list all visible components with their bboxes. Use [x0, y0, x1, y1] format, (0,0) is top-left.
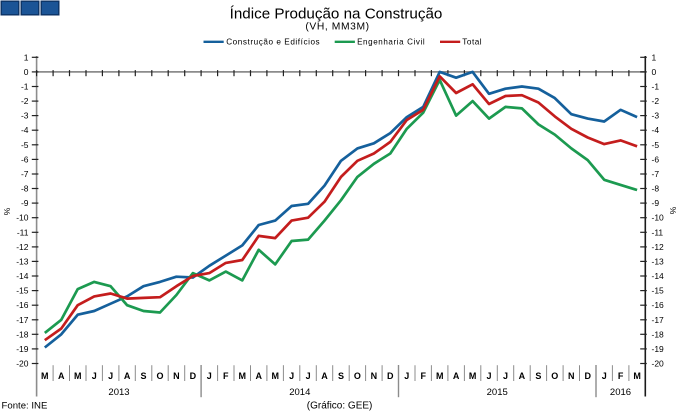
svg-text:-16: -16	[16, 300, 29, 310]
svg-text:-4: -4	[21, 125, 29, 135]
svg-text:J: J	[404, 371, 409, 381]
svg-text:O: O	[156, 371, 163, 381]
svg-text:Índice Produção na Construção: Índice Produção na Construção	[230, 6, 443, 23]
svg-text:A: A	[321, 371, 328, 381]
svg-text:%: %	[2, 207, 12, 215]
svg-text:M: M	[74, 371, 82, 381]
svg-text:J: J	[503, 371, 508, 381]
svg-text:-9: -9	[652, 198, 660, 208]
svg-text:J: J	[306, 371, 311, 381]
svg-text:F: F	[223, 371, 229, 381]
svg-text:-11: -11	[652, 227, 664, 237]
svg-text:-16: -16	[652, 300, 665, 310]
svg-text:-13: -13	[652, 256, 665, 266]
svg-text:Engenharia Civil: Engenharia Civil	[357, 37, 425, 46]
svg-text:M: M	[239, 371, 247, 381]
svg-text:-11: -11	[17, 227, 29, 237]
svg-text:O: O	[354, 371, 361, 381]
svg-text:-17: -17	[16, 315, 29, 325]
svg-text:J: J	[602, 371, 607, 381]
svg-text:D: D	[190, 371, 197, 381]
svg-text:-13: -13	[16, 256, 29, 266]
svg-text:-7: -7	[652, 169, 660, 179]
svg-text:-6: -6	[652, 154, 660, 164]
svg-text:J: J	[108, 371, 113, 381]
svg-text:M: M	[41, 371, 49, 381]
svg-text:-12: -12	[652, 242, 665, 252]
svg-text:-18: -18	[16, 329, 29, 339]
svg-text:S: S	[535, 371, 541, 381]
svg-text:0: 0	[652, 67, 657, 77]
svg-text:%: %	[668, 206, 678, 214]
svg-text:O: O	[551, 371, 558, 381]
svg-text:A: A	[519, 371, 526, 381]
svg-text:-3: -3	[21, 111, 29, 121]
svg-text:D: D	[387, 371, 394, 381]
svg-text:(Gráfico: GEE): (Gráfico: GEE)	[307, 401, 373, 412]
svg-text:N: N	[371, 371, 378, 381]
svg-text:J: J	[289, 371, 294, 381]
svg-text:-20: -20	[652, 359, 665, 369]
svg-text:-17: -17	[652, 315, 665, 325]
svg-text:-4: -4	[652, 125, 660, 135]
svg-text:(VH, MM3M): (VH, MM3M)	[305, 22, 369, 33]
svg-text:-5: -5	[21, 140, 29, 150]
svg-text:-8: -8	[21, 184, 29, 194]
svg-text:1: 1	[24, 52, 29, 62]
svg-text:1: 1	[652, 52, 657, 62]
svg-text:J: J	[207, 371, 212, 381]
svg-text:-7: -7	[21, 169, 29, 179]
svg-text:D: D	[584, 371, 591, 381]
svg-text:M: M	[436, 371, 444, 381]
svg-text:A: A	[58, 371, 65, 381]
svg-text:0: 0	[24, 67, 29, 77]
svg-text:S: S	[338, 371, 344, 381]
svg-text:-5: -5	[652, 140, 660, 150]
svg-text:S: S	[140, 371, 146, 381]
svg-text:N: N	[568, 371, 575, 381]
svg-text:-12: -12	[16, 242, 29, 252]
svg-text:-3: -3	[652, 111, 660, 121]
svg-text:-1: -1	[652, 82, 660, 92]
svg-text:-1: -1	[21, 82, 29, 92]
svg-text:J: J	[486, 371, 491, 381]
svg-text:-10: -10	[16, 213, 29, 223]
svg-text:M: M	[633, 371, 641, 381]
svg-text:Construção e Edifícios: Construção e Edifícios	[226, 37, 320, 46]
svg-text:-9: -9	[21, 198, 29, 208]
svg-text:A: A	[255, 371, 262, 381]
svg-text:-2: -2	[652, 96, 660, 106]
svg-text:Total: Total	[462, 37, 482, 46]
svg-text:M: M	[469, 371, 477, 381]
svg-text:-19: -19	[652, 344, 665, 354]
svg-text:-18: -18	[652, 329, 665, 339]
svg-text:-15: -15	[16, 286, 29, 296]
svg-text:A: A	[124, 371, 131, 381]
svg-text:-19: -19	[16, 344, 29, 354]
svg-text:F: F	[618, 371, 624, 381]
svg-text:-10: -10	[652, 213, 665, 223]
svg-text:J: J	[92, 371, 97, 381]
svg-text:2014: 2014	[289, 387, 310, 398]
svg-text:F: F	[420, 371, 426, 381]
svg-text:-2: -2	[21, 96, 29, 106]
svg-text:-8: -8	[652, 184, 660, 194]
svg-text:N: N	[173, 371, 180, 381]
svg-text:2013: 2013	[108, 387, 129, 398]
svg-text:-20: -20	[16, 359, 29, 369]
svg-text:-15: -15	[652, 286, 665, 296]
svg-text:2016: 2016	[610, 387, 631, 398]
svg-text:A: A	[453, 371, 460, 381]
svg-text:-14: -14	[652, 271, 665, 281]
svg-text:M: M	[271, 371, 279, 381]
svg-text:Fonte: INE: Fonte: INE	[2, 401, 48, 412]
svg-text:-6: -6	[21, 154, 29, 164]
svg-text:-14: -14	[16, 271, 29, 281]
svg-text:2015: 2015	[487, 387, 508, 398]
